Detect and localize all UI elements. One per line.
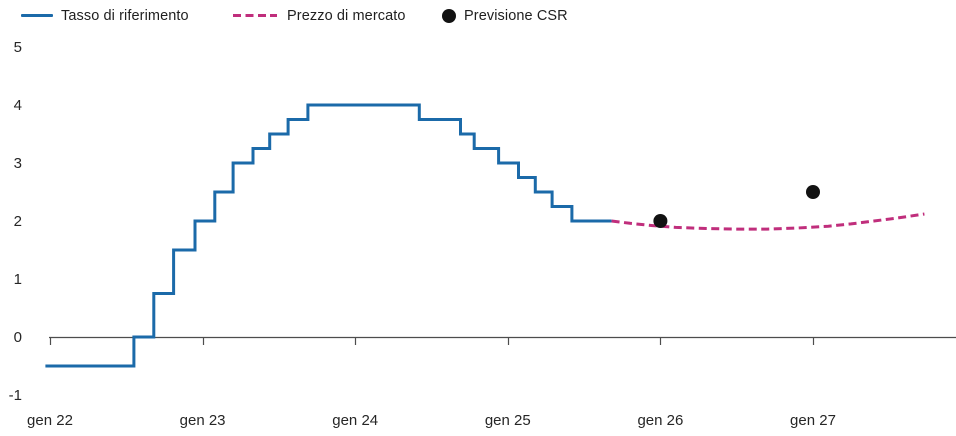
- legend-item-previsione-csr: Previsione CSR: [442, 7, 568, 24]
- y-axis-label: 1: [14, 271, 22, 288]
- y-axis-label: 3: [14, 155, 22, 172]
- x-axis-label: gen 22: [27, 412, 73, 429]
- legend-label: Prezzo di mercato: [287, 7, 406, 24]
- y-axis-label: 2: [14, 213, 22, 230]
- csr-forecast-dot: [653, 214, 668, 228]
- x-axis-label: gen 27: [790, 412, 836, 429]
- y-axis-label: -1: [9, 387, 22, 404]
- x-axis-label: gen 26: [637, 412, 683, 429]
- legend-label: Tasso di riferimento: [61, 7, 189, 24]
- x-axis-label: gen 23: [180, 412, 226, 429]
- dot-swatch-icon: [442, 8, 456, 23]
- x-axis-label: gen 24: [332, 412, 378, 429]
- x-axis-label: gen 25: [485, 412, 531, 429]
- solid-line-swatch-icon: [21, 13, 53, 18]
- y-axis-label: 0: [14, 329, 22, 346]
- y-axis-label: 5: [14, 39, 22, 56]
- legend-item-prezzo-di-mercato: Prezzo di mercato: [233, 7, 406, 24]
- legend-item-tasso-di-riferimento: Tasso di riferimento: [21, 7, 189, 24]
- legend-label: Previsione CSR: [464, 7, 568, 24]
- csr-forecast-dot: [806, 185, 820, 199]
- dashed-line-swatch-icon: [233, 13, 277, 18]
- y-axis-label: 4: [14, 97, 22, 114]
- legend: Tasso di riferimento Prezzo di mercato P…: [0, 0, 956, 30]
- market-price-line: [611, 212, 925, 231]
- reference-rate-line: [45, 103, 612, 368]
